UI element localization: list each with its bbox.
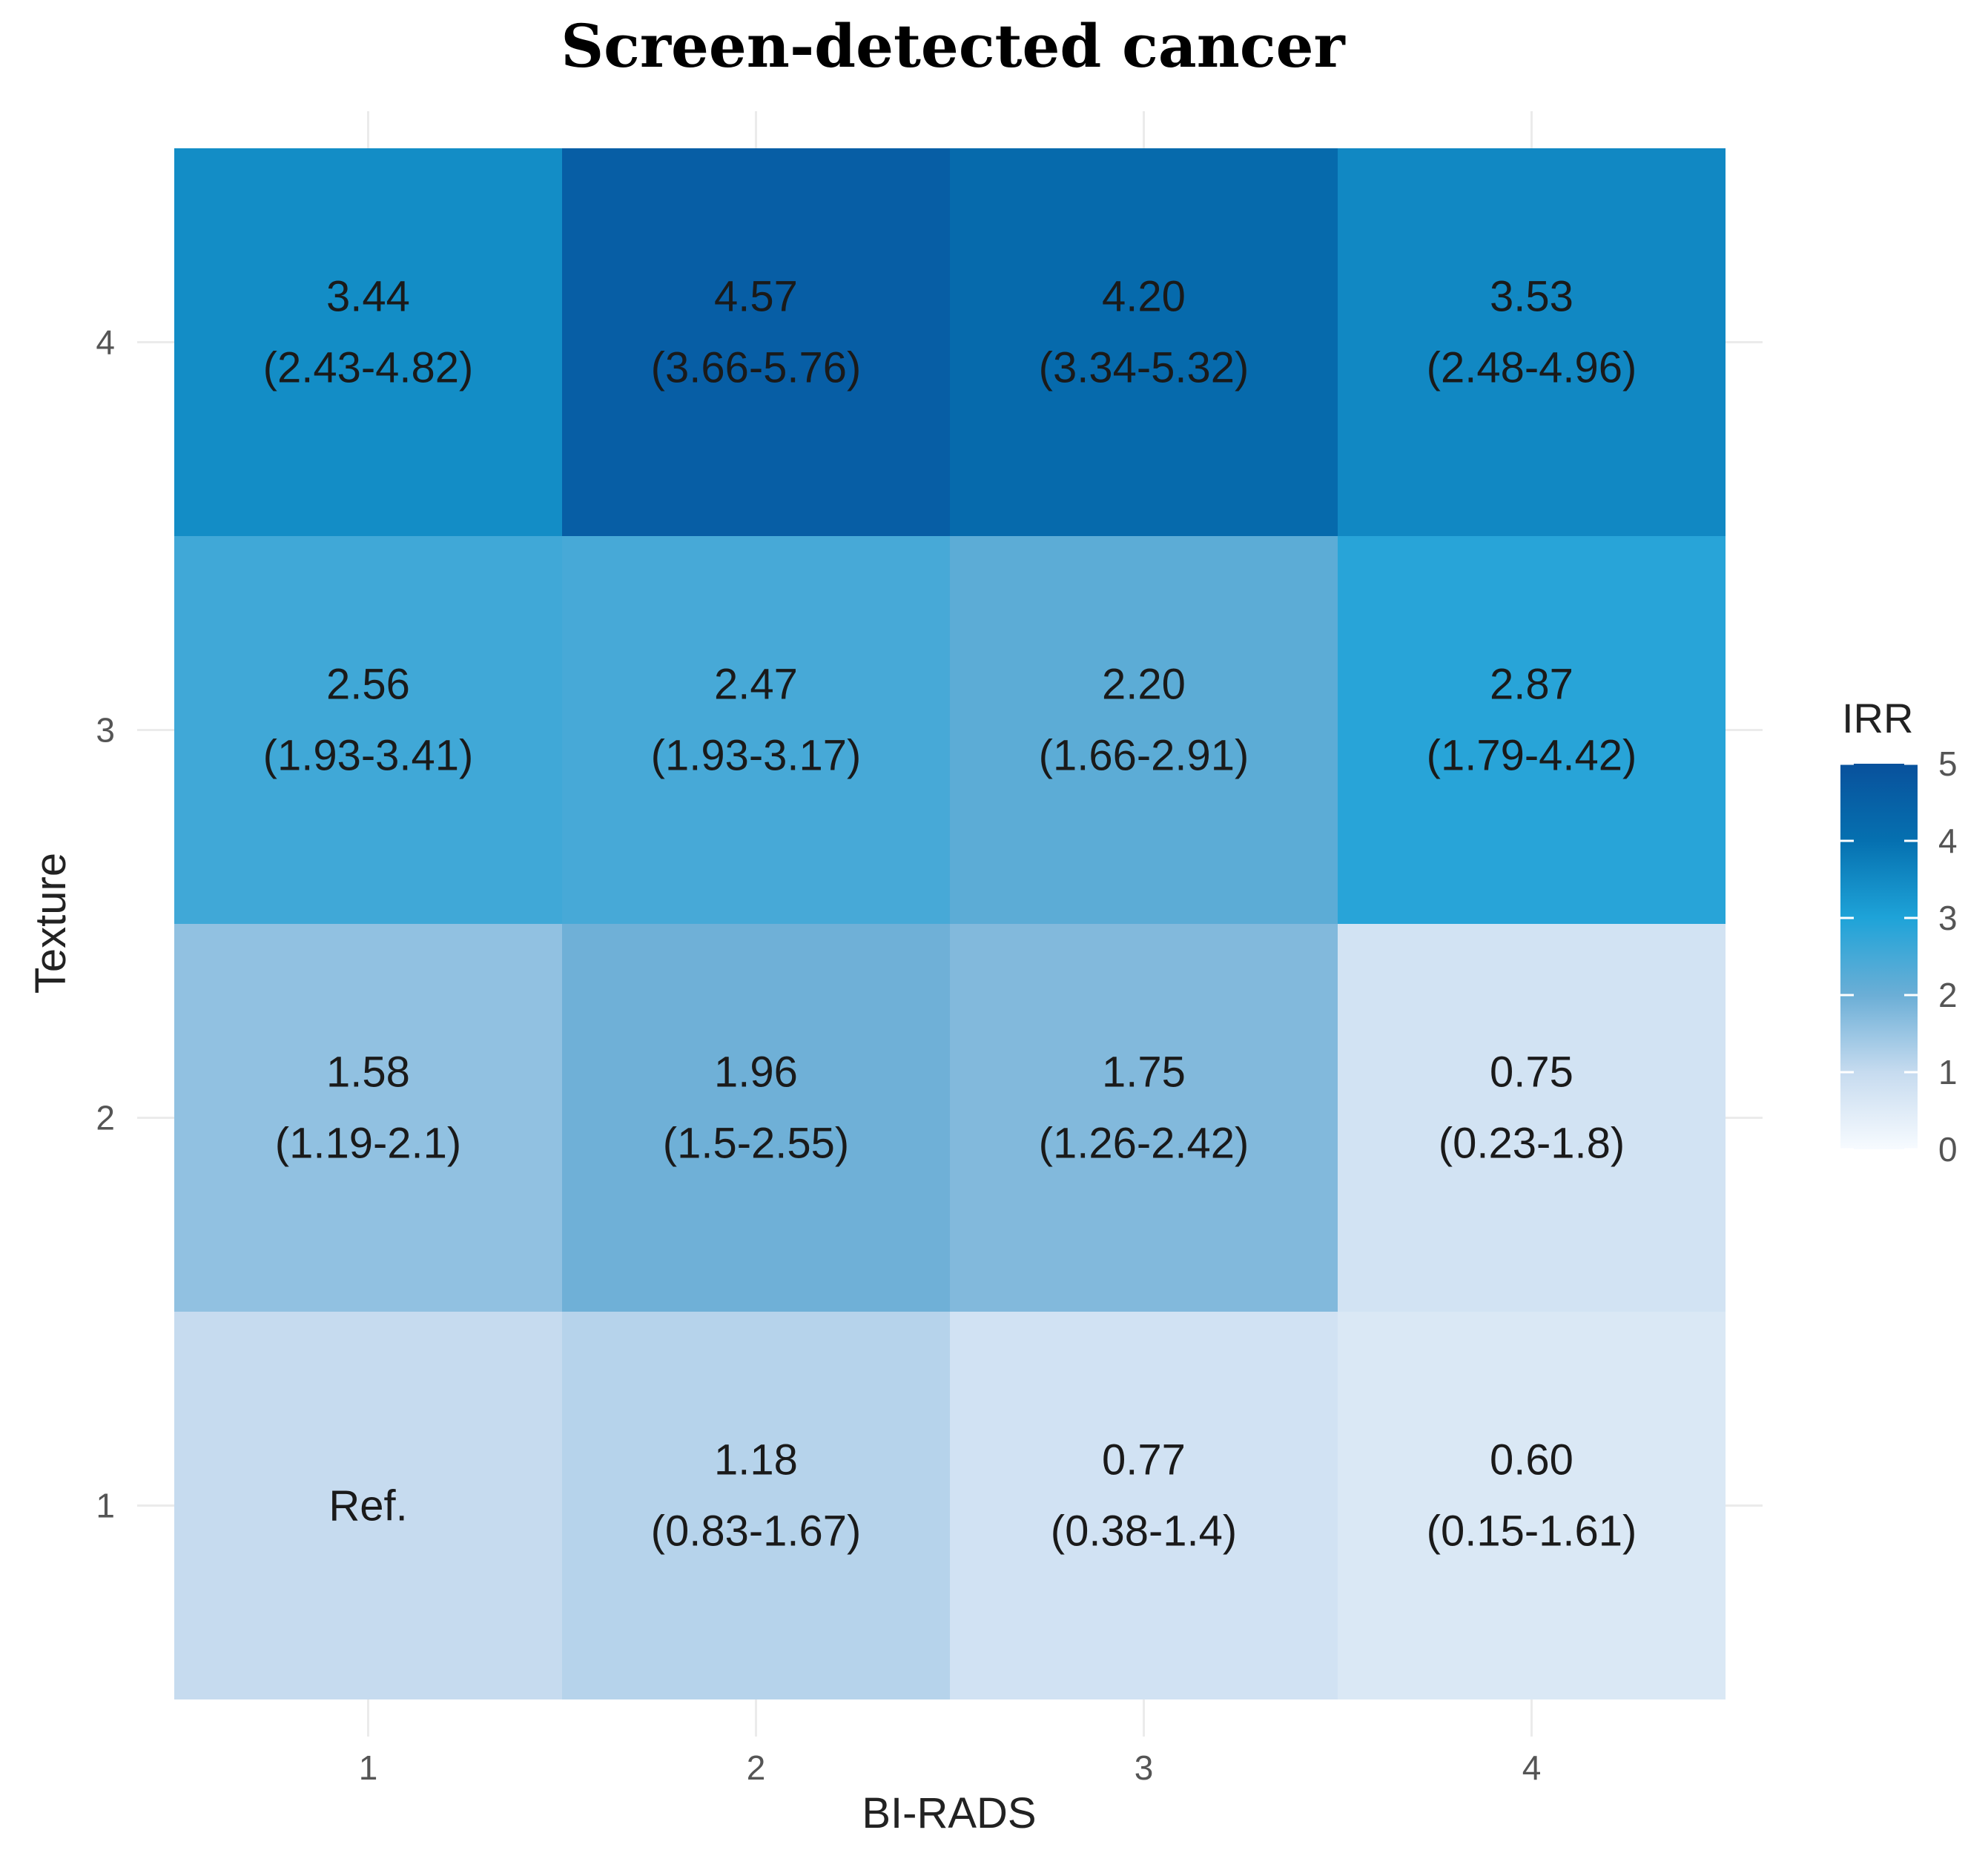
heatmap-cell <box>174 1312 562 1699</box>
cell-value-label: 1.75 <box>1102 1048 1186 1097</box>
cell-ci-label: (2.43-4.82) <box>263 344 474 392</box>
cell-value-label: 1.18 <box>714 1436 798 1484</box>
legend-tick-label: 3 <box>1938 899 1958 937</box>
heatmap-cell <box>562 1312 950 1699</box>
x-tick-label: 2 <box>747 1748 766 1787</box>
heatmap-cell <box>174 148 562 536</box>
cell-value-label: 1.58 <box>326 1048 410 1097</box>
cell-ci-label: (3.66-5.76) <box>651 344 862 392</box>
cell-ci-label: (3.34-5.32) <box>1039 344 1249 392</box>
cell-value-label: 3.44 <box>326 273 410 321</box>
legend-tick-label: 1 <box>1938 1053 1958 1091</box>
heatmap-cell <box>562 148 950 536</box>
heatmap-cell <box>174 536 562 924</box>
heatmap-cell <box>174 924 562 1312</box>
x-axis-label: BI-RADS <box>862 1789 1036 1837</box>
cell-ci-label: (1.26-2.42) <box>1039 1120 1249 1168</box>
color-legend: IRR 0 1 2 3 4 5 <box>1840 695 1958 1169</box>
y-tick-label: 4 <box>96 323 115 362</box>
chart-title: Screen-detected cancer <box>561 11 1345 81</box>
legend-ticks: 0 1 2 3 4 5 <box>1840 744 1958 1169</box>
y-axis-label: Texture <box>27 853 75 994</box>
cell-value-label: 4.57 <box>714 273 798 321</box>
cell-value-label: 2.47 <box>714 661 798 709</box>
heatmap-cell <box>562 924 950 1312</box>
cell-ci-label: (0.38-1.4) <box>1051 1507 1237 1556</box>
heatmap-cell <box>1338 536 1726 924</box>
cell-value-label: Ref. <box>328 1482 407 1530</box>
heatmap-cell <box>950 1312 1338 1699</box>
legend-tick-label: 0 <box>1938 1130 1958 1169</box>
cell-ci-label: (0.23-1.8) <box>1439 1120 1625 1168</box>
cell-value-label: 1.96 <box>714 1048 798 1097</box>
cell-value-label: 3.53 <box>1490 273 1573 321</box>
cell-value-label: 0.77 <box>1102 1436 1186 1484</box>
y-axis-ticks: 1 2 3 4 <box>96 323 115 1525</box>
y-tick-label: 1 <box>96 1487 115 1525</box>
cell-ci-label: (0.83-1.67) <box>651 1507 862 1556</box>
heatmap-cell <box>950 924 1338 1312</box>
y-tick-label: 2 <box>96 1099 115 1137</box>
cell-ci-label: (1.5-2.55) <box>663 1120 849 1168</box>
cell-ci-label: (1.66-2.91) <box>1039 732 1249 780</box>
legend-tick-label: 5 <box>1938 744 1958 783</box>
x-tick-label: 4 <box>1522 1748 1542 1787</box>
x-tick-label: 1 <box>359 1748 378 1787</box>
legend-tick-label: 2 <box>1938 976 1958 1014</box>
cell-ci-label: (1.19-2.1) <box>275 1120 461 1168</box>
cell-value-label: 2.56 <box>326 661 410 709</box>
cell-ci-label: (2.48-4.96) <box>1427 344 1637 392</box>
cell-value-label: 4.20 <box>1102 273 1186 321</box>
x-tick-label: 3 <box>1135 1748 1154 1787</box>
heatmap-cell <box>1338 148 1726 536</box>
heatmap-cell <box>950 536 1338 924</box>
cell-ci-label: (1.93-3.41) <box>263 732 474 780</box>
legend-title: IRR <box>1842 695 1913 741</box>
y-tick-label: 3 <box>96 711 115 750</box>
heatmap-cell <box>1338 924 1726 1312</box>
legend-colorbar <box>1840 764 1918 1149</box>
heatmap-cell <box>1338 1312 1726 1699</box>
cell-labels: 3.44 (2.43-4.82) 4.57 (3.66-5.76) 4.20 (3.34-… <box>263 273 1637 1556</box>
cell-ci-label: (0.15-1.61) <box>1427 1507 1637 1556</box>
heatmap-cell <box>950 148 1338 536</box>
legend-tick-label: 4 <box>1938 822 1958 860</box>
heatmap-cells <box>174 148 1726 1699</box>
cell-value-label: 0.75 <box>1490 1048 1573 1097</box>
cell-ci-label: (1.93-3.17) <box>651 732 862 780</box>
cell-ci-label: (1.79-4.42) <box>1427 732 1637 780</box>
x-axis-ticks: 1 2 3 4 <box>359 1748 1542 1787</box>
cell-value-label: 0.60 <box>1490 1436 1573 1484</box>
heatmap-cell <box>562 536 950 924</box>
cell-value-label: 2.87 <box>1490 661 1573 709</box>
cell-value-label: 2.20 <box>1102 661 1186 709</box>
